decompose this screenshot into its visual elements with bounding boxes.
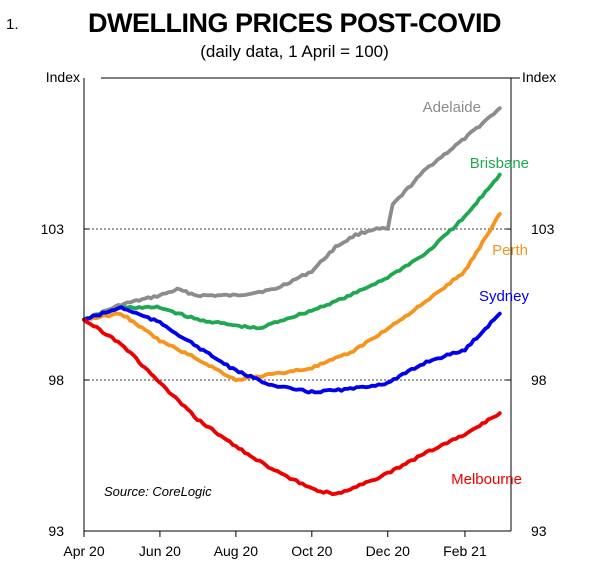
series-lines: [82, 106, 502, 497]
series-label-perth: Perth: [492, 242, 528, 259]
series-line-melbourne: [82, 317, 502, 497]
series-labels: Adelaide Brisbane Perth Sydney Melbourne: [423, 99, 530, 488]
x-tick-label: Dec 20: [366, 543, 411, 559]
series-line-brisbane: [82, 172, 502, 331]
y-tick-label-right: 98: [531, 372, 547, 388]
y-tick-label-right: 103: [531, 221, 555, 237]
y-tick-label-left: 98: [48, 372, 64, 388]
y-axis-label-left: Index: [46, 69, 80, 85]
source-annotation: Source: CoreLogic: [104, 484, 212, 499]
x-tick-label: Feb 21: [443, 543, 487, 559]
series-label-adelaide: Adelaide: [423, 99, 481, 116]
x-tick-label: Apr 20: [63, 543, 104, 559]
series-line-sydney: [82, 305, 502, 395]
chart-subtitle: (daily data, 1 April = 100): [200, 42, 389, 61]
y-tick-label-left: 93: [48, 523, 64, 539]
y-tick-label-left: 103: [41, 221, 65, 237]
series-label-melbourne: Melbourne: [451, 471, 522, 488]
x-tick-label: Jun 20: [139, 543, 181, 559]
gridlines: [84, 228, 511, 381]
axes: Index Index 93 93 98 98 103 103 Apr 20 Jun 20 Aug …: [41, 69, 557, 559]
series-line-perth: [82, 212, 502, 383]
series-label-brisbane: Brisbane: [470, 155, 529, 172]
x-tick-label: Oct 20: [291, 543, 332, 559]
y-axis-label-right: Index: [522, 69, 556, 85]
x-tick-label: Aug 20: [214, 543, 259, 559]
y-tick-label-right: 93: [531, 523, 547, 539]
series-line-adelaide: [82, 106, 502, 322]
series-label-sydney: Sydney: [479, 288, 530, 305]
chart-title: DWELLING PRICES POST-COVID: [87, 8, 502, 38]
figure-number: 1.: [6, 16, 19, 33]
